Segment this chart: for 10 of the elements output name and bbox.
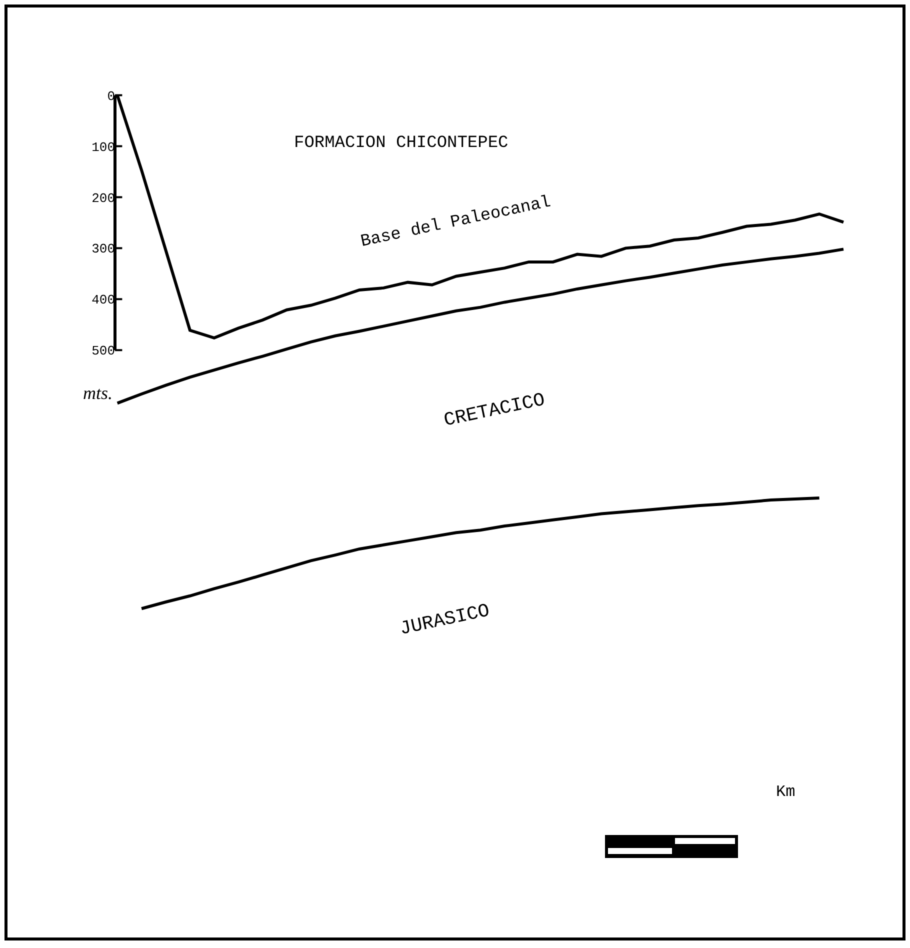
annotation: JURASICO [398,600,492,640]
y-tick-label: 500 [92,344,115,359]
annotation: CRETACICO [442,388,547,432]
annotation: Km [776,783,796,801]
y-tick-label: 300 [92,242,115,257]
y-tick-label: 200 [92,190,115,206]
text: FORMACION CHICONTEPEC [294,134,508,153]
y-tick-label: 400 [92,292,115,308]
y-axis-title: mts. [83,383,113,403]
y-tick-label: 100 [92,140,115,155]
